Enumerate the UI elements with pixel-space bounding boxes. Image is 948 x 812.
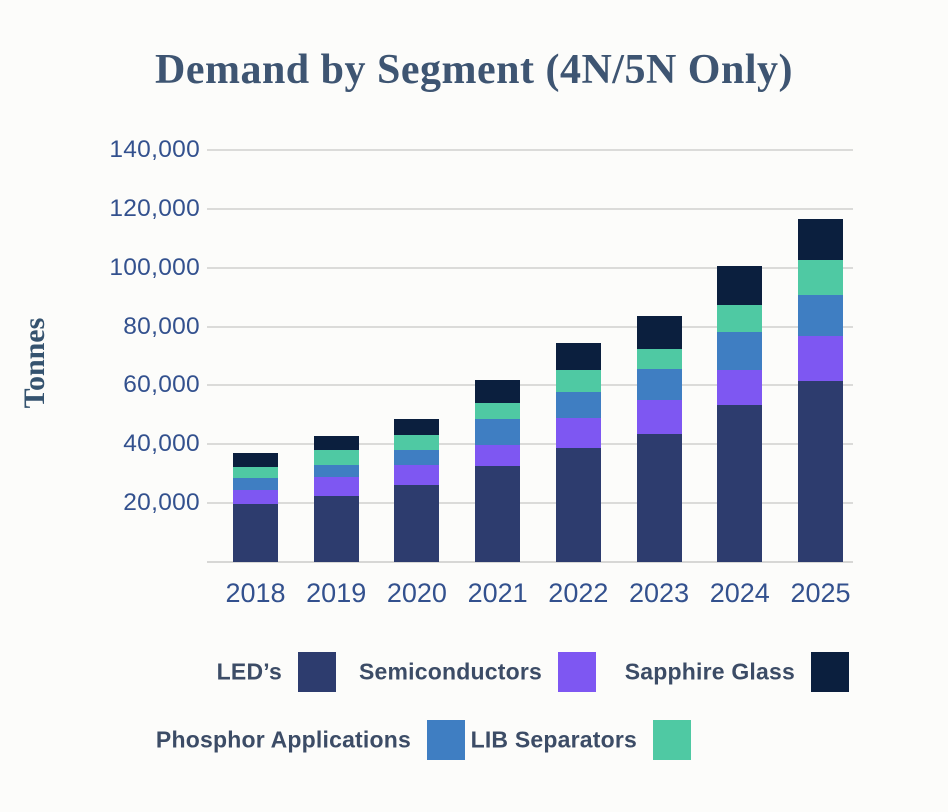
legend-item-phosphor-applications: Phosphor Applications — [156, 720, 465, 760]
bar-segment-phosphor-applications-2024 — [717, 332, 763, 370]
bar-segment-sapphire-glass-2020 — [394, 419, 440, 436]
x-tick-label-2018: 2018 — [225, 578, 286, 608]
bar-segment-phosphor-applications-2018 — [233, 477, 278, 491]
bar-segment-led-s-2023 — [636, 434, 682, 562]
legend-swatch-leds — [298, 652, 336, 692]
legend-label-phosphor-applications: Phosphor Applications — [155, 726, 411, 753]
bar-segment-lib-separators-2025 — [798, 259, 843, 296]
bar-2023 — [636, 150, 682, 562]
bar-segment-phosphor-applications-2019 — [313, 465, 359, 478]
gridline — [207, 207, 853, 210]
gridline — [207, 149, 853, 151]
bar-segment-phosphor-applications-2023 — [636, 369, 682, 400]
bar-segment-sapphire-glass-2023 — [636, 316, 682, 349]
bar-2018 — [233, 150, 278, 562]
y-axis-title: Tonnes — [18, 317, 51, 409]
x-axis-baseline — [207, 561, 853, 563]
legend-swatch-lib-separators — [653, 720, 691, 760]
bar-segment-led-s-2020 — [394, 484, 440, 562]
bar-segment-semiconductors-2021 — [475, 444, 521, 467]
bar-2022 — [555, 150, 601, 562]
bar-segment-semiconductors-2022 — [555, 418, 601, 448]
bar-2024 — [717, 150, 763, 562]
bar-segment-semiconductors-2018 — [233, 490, 278, 504]
y-tick-label: 140,000 — [109, 136, 200, 163]
legend-label-lib-separators: LIB Separators — [470, 726, 637, 753]
bar-segment-semiconductors-2025 — [798, 336, 843, 381]
y-tick-label: 120,000 — [109, 194, 200, 222]
bar-segment-phosphor-applications-2025 — [798, 295, 843, 337]
bar-segment-lib-separators-2023 — [636, 348, 682, 370]
bar-segment-lib-separators-2024 — [717, 304, 763, 333]
bar-segment-led-s-2024 — [717, 404, 763, 562]
bar-segment-semiconductors-2024 — [717, 369, 763, 405]
bar-segment-phosphor-applications-2022 — [555, 391, 601, 419]
legend-item-sapphire-glass: Sapphire Glass — [625, 652, 849, 692]
bar-segment-led-s-2021 — [475, 466, 521, 562]
legend-item-leds: LED’s — [217, 652, 336, 692]
chart-title: Demand by Segment (4N/5N Only) — [154, 47, 793, 93]
bar-segment-lib-separators-2021 — [475, 402, 521, 419]
bar-segment-semiconductors-2020 — [394, 464, 440, 485]
gridline — [207, 443, 853, 446]
y-tick-label: 60,000 — [123, 371, 200, 399]
bar-segment-led-s-2022 — [555, 447, 601, 562]
legend-item-lib-separators: LIB Separators — [471, 720, 691, 760]
y-tick-label: 20,000 — [123, 489, 200, 517]
bar-segment-lib-separators-2019 — [313, 450, 359, 466]
bar-segment-semiconductors-2019 — [313, 477, 359, 496]
bar-segment-sapphire-glass-2024 — [717, 266, 763, 305]
x-tick-label-2024: 2024 — [709, 578, 770, 608]
bar-segment-led-s-2018 — [233, 503, 278, 562]
bar-segment-lib-separators-2022 — [555, 369, 601, 392]
bar-segment-sapphire-glass-2018 — [233, 453, 278, 468]
legend-swatch-semiconductors — [558, 652, 596, 692]
bar-segment-lib-separators-2020 — [394, 435, 440, 450]
gridline — [207, 325, 853, 328]
legend-swatch-sapphire-glass — [811, 652, 849, 692]
gridline — [207, 384, 853, 387]
x-tick-label-2022: 2022 — [548, 578, 609, 608]
bar-segment-lib-separators-2018 — [233, 467, 278, 478]
legend-label-leds: LED’s — [216, 658, 282, 685]
gridline — [207, 502, 853, 505]
y-tick-label: 80,000 — [123, 312, 200, 340]
bar-segment-phosphor-applications-2021 — [475, 419, 521, 445]
bar-2019 — [313, 150, 359, 562]
y-tick-label: 100,000 — [109, 253, 200, 281]
gridline — [207, 266, 853, 269]
bar-segment-sapphire-glass-2019 — [313, 436, 359, 451]
bar-segment-led-s-2025 — [798, 380, 843, 562]
x-tick-label-2025: 2025 — [790, 578, 851, 608]
legend-swatch-phosphor-applications — [427, 720, 465, 760]
legend-item-semiconductors: Semiconductors — [359, 652, 596, 692]
x-tick-label-2020: 2020 — [386, 578, 447, 608]
legend-label-semiconductors: Semiconductors — [358, 658, 542, 685]
x-tick-label-2021: 2021 — [467, 578, 528, 608]
bar-segment-sapphire-glass-2022 — [555, 343, 601, 370]
legend-label-sapphire-glass: Sapphire Glass — [624, 658, 795, 685]
bar-segment-sapphire-glass-2025 — [798, 218, 843, 260]
bar-segment-phosphor-applications-2020 — [394, 449, 440, 465]
y-tick-label: 40,000 — [123, 430, 200, 458]
bar-2020 — [394, 150, 440, 562]
x-tick-label-2019: 2019 — [306, 578, 367, 608]
x-tick-label-2023: 2023 — [629, 578, 690, 608]
bar-2025 — [798, 150, 843, 562]
bar-segment-semiconductors-2023 — [636, 399, 682, 435]
bar-2021 — [475, 150, 521, 562]
bar-segment-led-s-2019 — [313, 495, 359, 562]
bar-segment-sapphire-glass-2021 — [475, 379, 521, 403]
